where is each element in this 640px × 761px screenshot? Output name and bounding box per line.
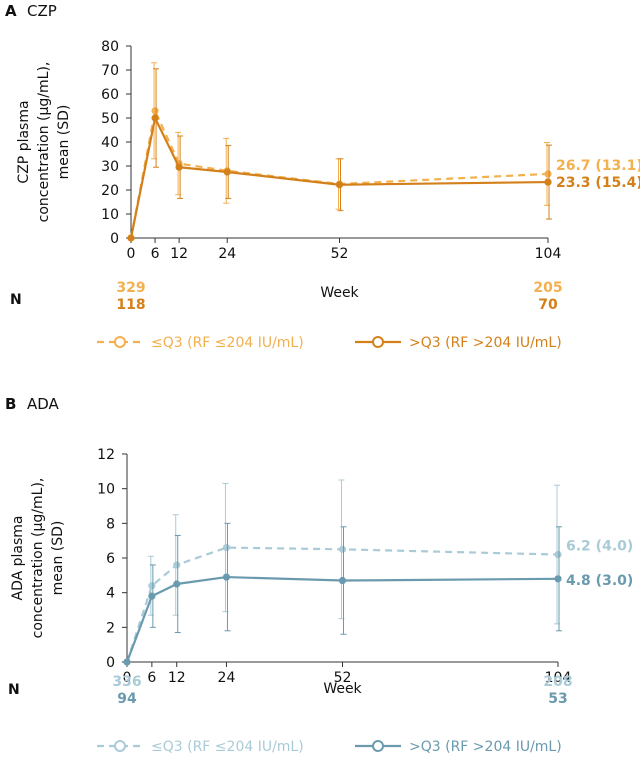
panel-title: CZP <box>27 2 57 20</box>
series-solid: 4.8 (3.0) <box>123 522 633 666</box>
y-axis-label: concentration (µg/mL), <box>36 62 52 223</box>
x-tick-label: 0 <box>127 246 136 262</box>
n-value: 205 <box>533 280 562 296</box>
legend-marker <box>114 740 126 752</box>
x-tick-label: 0 <box>123 670 132 686</box>
series-line <box>125 546 559 663</box>
y-axis-label: mean (SD) <box>50 521 66 596</box>
legend-marker <box>114 336 126 348</box>
y-axis-label: CZP plasma <box>16 100 32 183</box>
data-point <box>222 544 231 552</box>
data-point <box>222 573 231 581</box>
y-tick-label: 12 <box>97 447 115 463</box>
y-tick-label: 2 <box>106 620 115 636</box>
n-value: 70 <box>538 297 558 313</box>
x-tick-label: 24 <box>218 246 236 262</box>
y-tick-label: 4 <box>106 586 115 602</box>
data-point <box>554 575 562 583</box>
n-value: 336 <box>112 674 141 690</box>
y-tick-label: 8 <box>106 516 115 532</box>
n-value: 329 <box>116 280 145 296</box>
data-point <box>338 545 347 553</box>
y-tick-label: 0 <box>110 231 119 247</box>
data-point <box>148 582 156 590</box>
legend-label: >Q3 (RF >204 IU/mL) <box>409 335 562 351</box>
series-dashed: 26.7 (13.1) <box>127 62 640 242</box>
data-point <box>554 550 562 559</box>
legend-entry: >Q3 (RF >204 IU/mL) <box>355 739 562 755</box>
x-tick-label: 6 <box>151 246 160 262</box>
y-tick-label: 10 <box>97 482 115 498</box>
y-axis-label: concentration (µg/mL), <box>30 478 46 639</box>
data-point <box>173 580 181 588</box>
x-tick-label: 52 <box>331 246 349 262</box>
chart-panel-b: B ADA ADA plasma concentration (µg/mL), mean… <box>5 395 633 755</box>
x-tick-label: 12 <box>170 246 188 262</box>
data-point <box>223 168 231 176</box>
end-value-label: 26.7 (13.1) <box>556 158 640 174</box>
x-tick-label: 104 <box>545 670 572 686</box>
legend-entry: ≤Q3 (RF ≤204 IU/mL) <box>97 335 304 351</box>
x-tick-label: 52 <box>334 670 352 686</box>
series-line <box>129 107 549 239</box>
legend-label: ≤Q3 (RF ≤204 IU/mL) <box>151 335 304 351</box>
n-value: 208 <box>543 674 572 690</box>
y-tick-label: 40 <box>101 135 119 151</box>
legend-entry: ≤Q3 (RF ≤204 IU/mL) <box>97 739 304 755</box>
series-dashed: 6.2 (4.0) <box>123 479 633 666</box>
y-tick-label: 20 <box>101 183 119 199</box>
x-axis-label: Week <box>323 681 362 697</box>
data-point <box>544 170 552 178</box>
x-axis-label: Week <box>320 285 359 301</box>
y-tick-label: 10 <box>101 207 119 223</box>
y-tick-label: 80 <box>101 39 119 55</box>
y-axis-label: ADA plasma <box>10 515 26 600</box>
series-line <box>125 575 559 663</box>
n-value: 53 <box>548 691 567 707</box>
legend-label: >Q3 (RF >204 IU/mL) <box>409 739 562 755</box>
panel-letter: B <box>5 395 16 413</box>
data-point <box>175 163 183 171</box>
n-row-label: N <box>10 292 22 308</box>
data-point <box>148 592 156 600</box>
data-point <box>123 658 131 666</box>
x-tick-label: 12 <box>168 670 186 686</box>
n-row-label: N <box>8 682 20 698</box>
y-tick-label: 6 <box>106 551 115 567</box>
y-tick-label: 70 <box>101 63 119 79</box>
data-point <box>335 181 344 189</box>
end-value-label: 23.3 (15.4) <box>556 175 640 191</box>
n-value: 118 <box>116 297 145 313</box>
series-line <box>129 114 549 239</box>
y-tick-label: 30 <box>101 159 119 175</box>
data-point <box>338 576 347 585</box>
legend-marker <box>372 336 384 348</box>
legend-entry: >Q3 (RF >204 IU/mL) <box>355 335 562 351</box>
x-tick-label: 104 <box>535 246 562 262</box>
data-point <box>127 234 135 242</box>
y-tick-label: 60 <box>101 87 119 103</box>
end-value-label: 4.8 (3.0) <box>566 573 633 589</box>
legend-label: ≤Q3 (RF ≤204 IU/mL) <box>151 739 304 755</box>
x-tick-label: 24 <box>218 670 236 686</box>
data-point <box>151 107 159 115</box>
data-point <box>544 178 552 186</box>
end-value-label: 6.2 (4.0) <box>566 539 633 555</box>
y-tick-label: 50 <box>101 111 119 127</box>
data-point <box>173 561 181 569</box>
n-value: 94 <box>117 691 137 707</box>
panel-letter: A <box>5 2 17 20</box>
chart-panel-a: A CZP CZP plasma concentration (µg/mL), mean… <box>5 2 640 351</box>
x-tick-label: 6 <box>147 670 156 686</box>
data-point <box>151 114 159 122</box>
series-solid: 23.3 (15.4) <box>127 68 640 242</box>
panel-title: ADA <box>27 395 60 413</box>
y-tick-label: 0 <box>106 655 115 671</box>
legend-marker <box>372 740 384 752</box>
y-axis-label: mean (SD) <box>56 105 72 180</box>
